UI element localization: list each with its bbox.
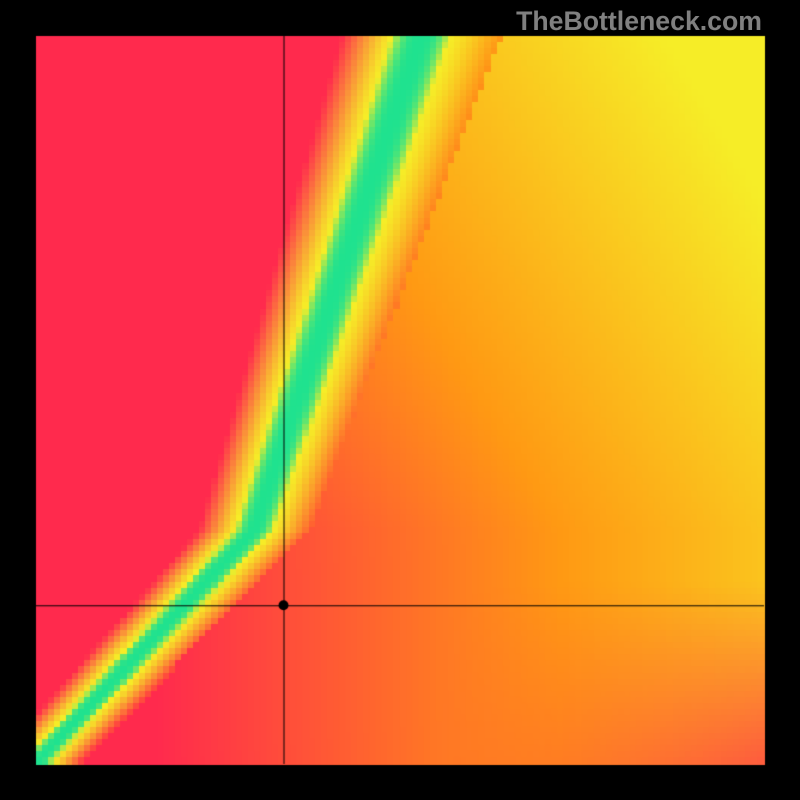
- watermark-text: TheBottleneck.com: [516, 6, 762, 37]
- heatmap-canvas: [0, 0, 800, 800]
- chart-container: TheBottleneck.com: [0, 0, 800, 800]
